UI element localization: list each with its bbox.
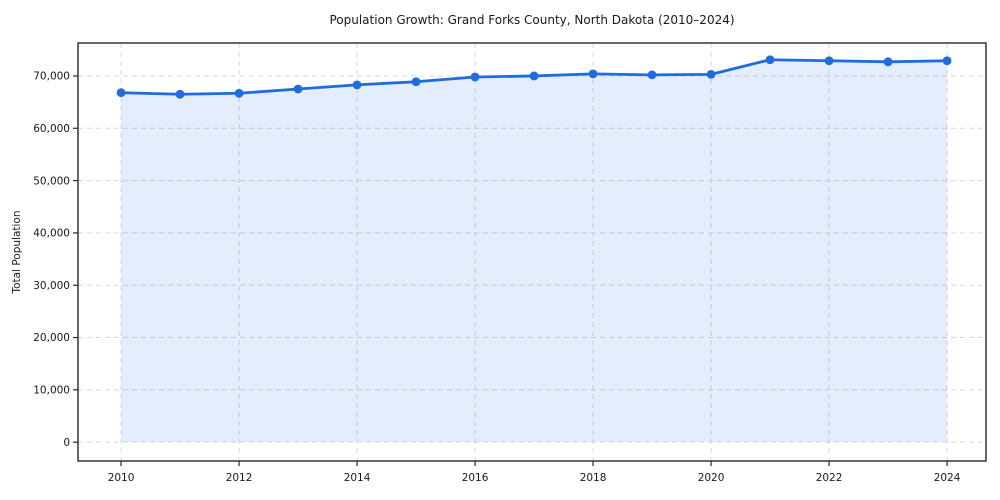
data-point-2024 xyxy=(942,56,952,66)
y-axis-label: Total Population xyxy=(11,210,23,294)
data-point-2014 xyxy=(352,80,362,90)
data-point-2017 xyxy=(529,71,539,81)
data-point-2023 xyxy=(883,57,893,67)
data-point-2011 xyxy=(175,89,185,99)
y-tick-label: 40,000 xyxy=(33,228,70,240)
y-tick-label: 30,000 xyxy=(33,280,70,292)
x-tick-label: 2020 xyxy=(698,472,725,484)
data-point-2018 xyxy=(588,69,598,79)
data-point-2022 xyxy=(824,56,834,66)
y-tick-label: 20,000 xyxy=(33,332,70,344)
data-point-2012 xyxy=(234,88,244,98)
x-tick-label: 2010 xyxy=(108,472,135,484)
data-point-2020 xyxy=(706,69,716,79)
chart-title: Population Growth: Grand Forks County, N… xyxy=(329,13,735,27)
y-tick-label: 0 xyxy=(63,437,70,449)
x-tick-label: 2014 xyxy=(344,472,371,484)
x-tick-label: 2016 xyxy=(462,472,489,484)
data-point-2015 xyxy=(411,77,421,87)
y-tick-label: 10,000 xyxy=(33,385,70,397)
x-tick-label: 2022 xyxy=(816,472,843,484)
data-point-2013 xyxy=(293,84,303,94)
data-point-2010 xyxy=(116,88,126,98)
x-tick-label: 2018 xyxy=(580,472,607,484)
area-fill xyxy=(121,59,948,443)
y-tick-label: 50,000 xyxy=(33,175,70,187)
data-point-2016 xyxy=(470,72,480,82)
data-point-2019 xyxy=(647,70,657,80)
y-tick-label: 60,000 xyxy=(33,123,70,135)
data-point-2021 xyxy=(765,55,775,65)
x-tick-label: 2012 xyxy=(226,472,253,484)
y-tick-label: 70,000 xyxy=(33,71,70,83)
x-tick-label: 2024 xyxy=(934,472,961,484)
plot-border xyxy=(77,42,987,462)
plot-area xyxy=(78,43,986,461)
